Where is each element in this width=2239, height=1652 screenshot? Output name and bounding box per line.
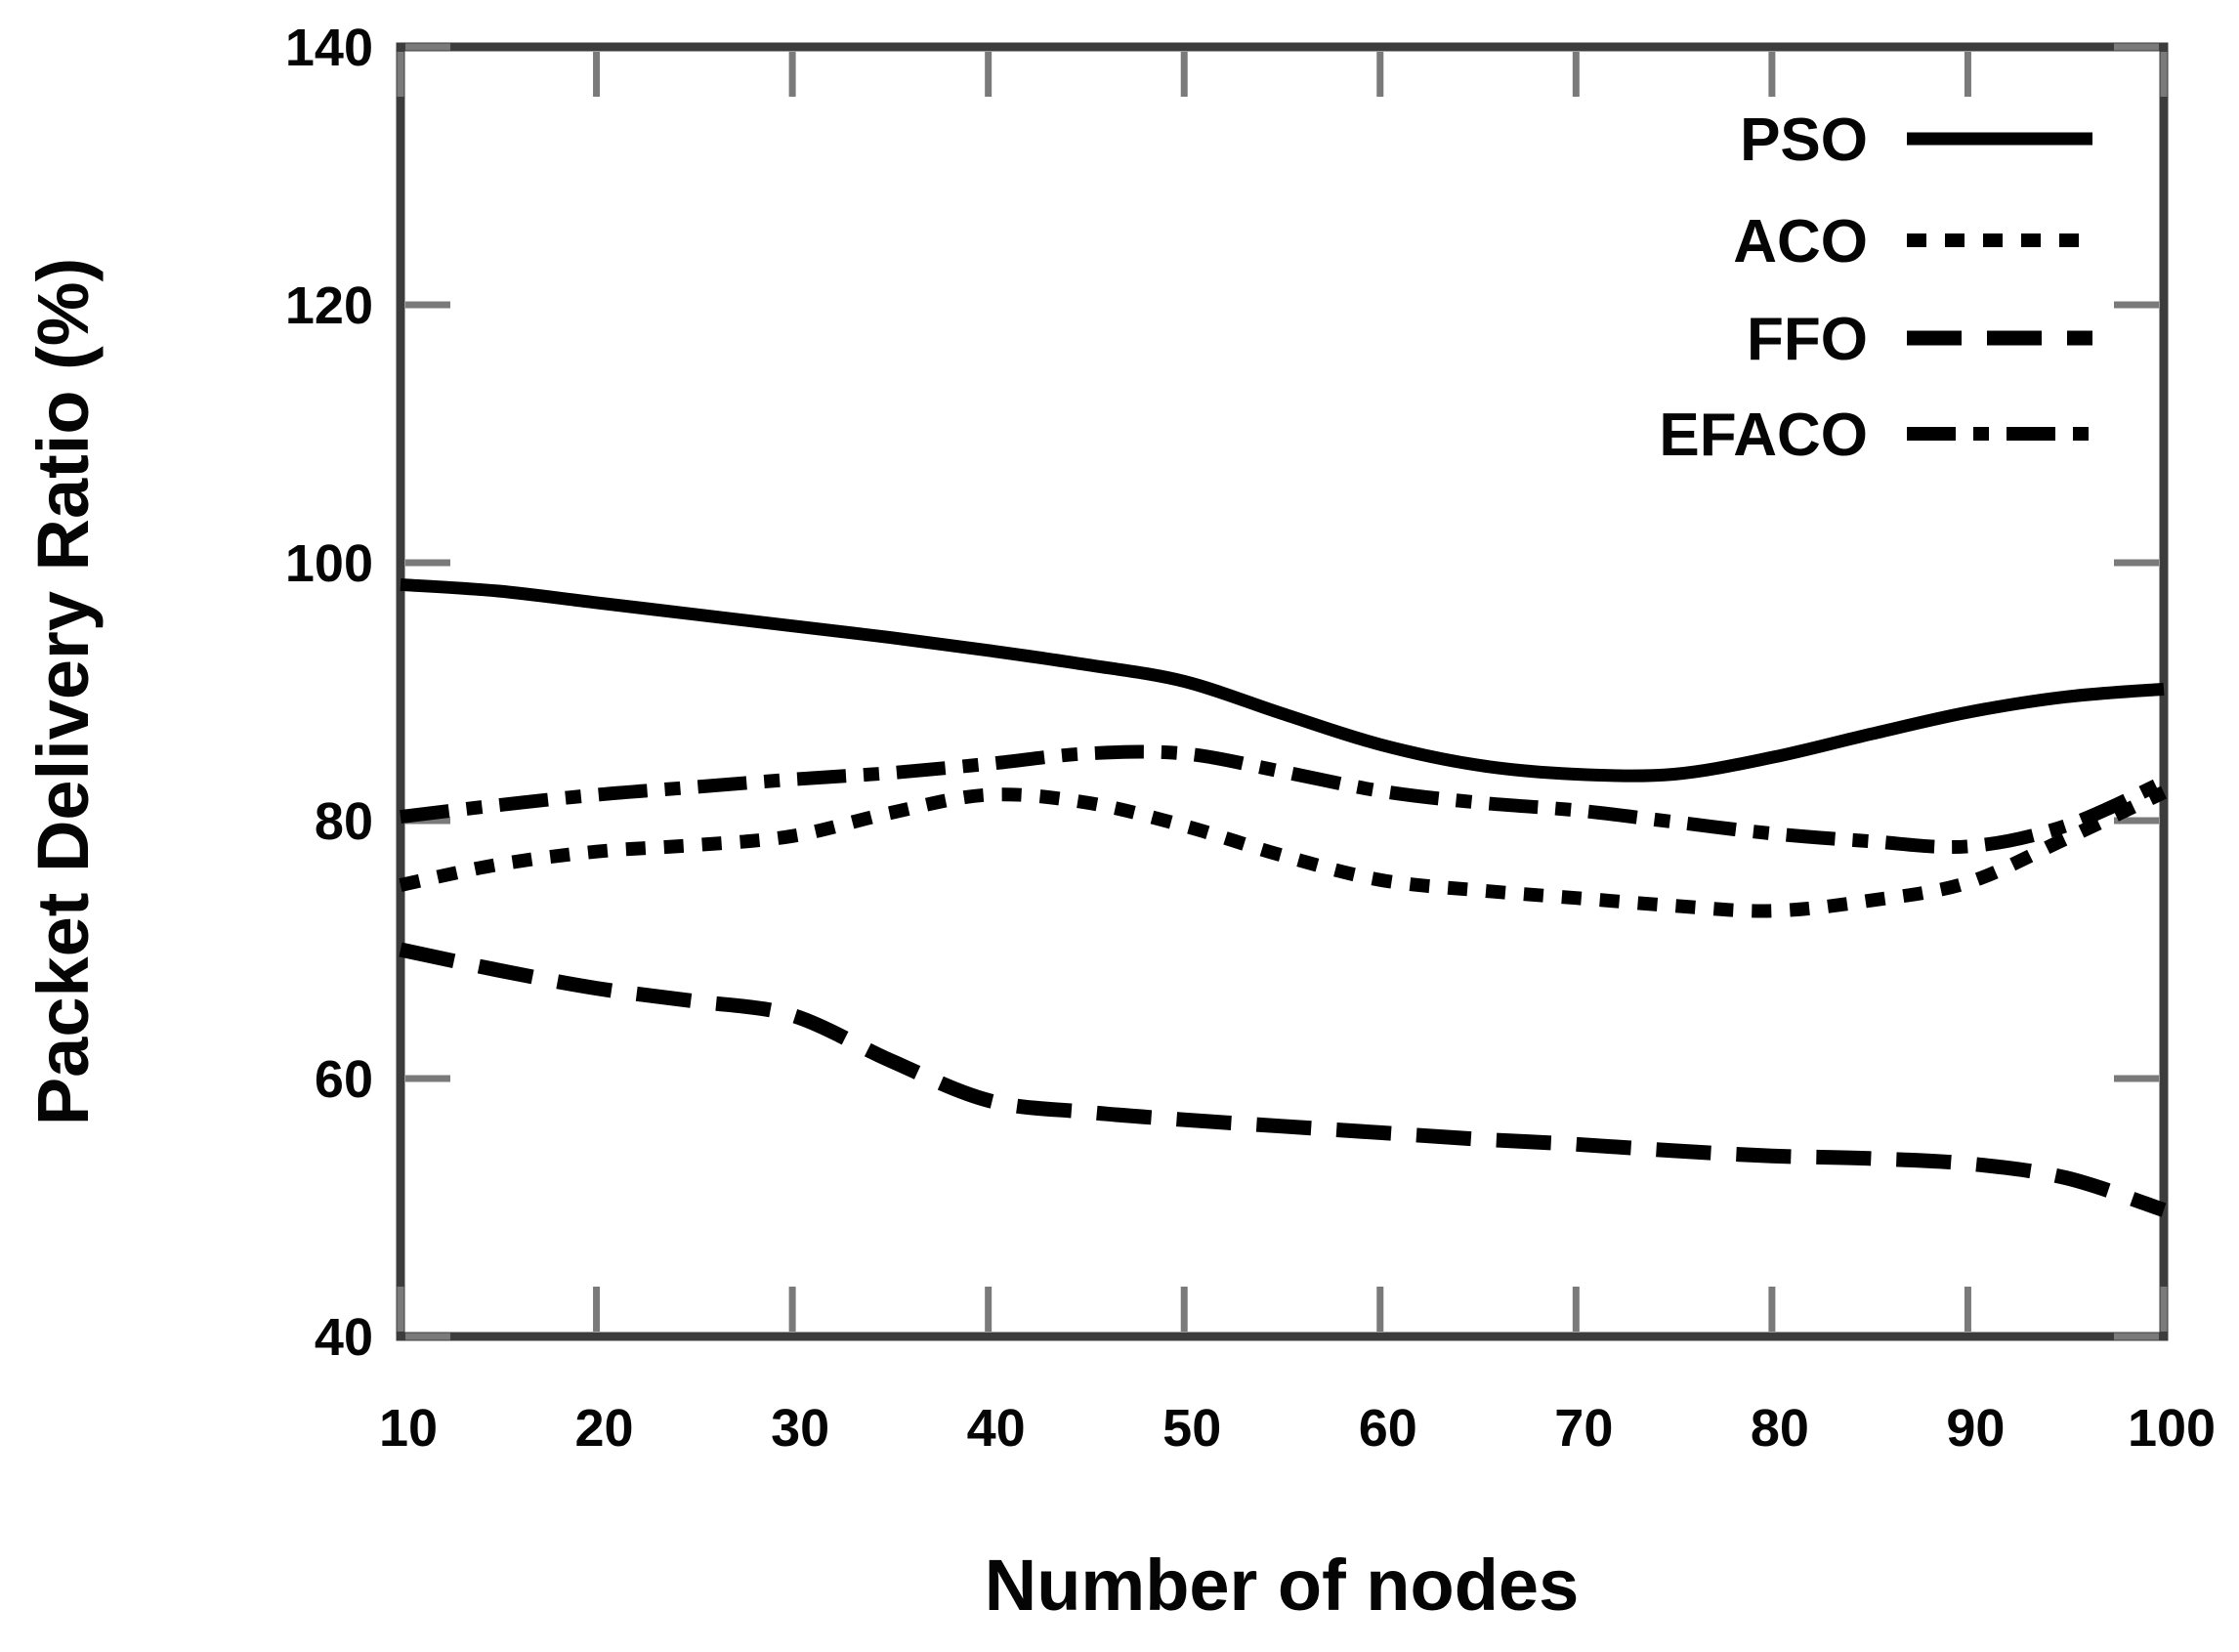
plot-frame — [396, 42, 2169, 1341]
legend-label-aco: ACO — [1733, 208, 1868, 275]
curve-pso — [400, 577, 2165, 783]
x-tick-label: 40 — [967, 1399, 1026, 1458]
curve-ffo — [399, 942, 2167, 1217]
curve-efaco — [400, 744, 2167, 855]
y-tick-label: 100 — [285, 534, 373, 593]
y-tick-label: 140 — [285, 19, 373, 77]
x-axis-title: Number of nodes — [985, 1545, 1579, 1626]
x-tick-label: 100 — [2128, 1399, 2216, 1458]
y-tick-label: 120 — [285, 276, 373, 335]
x-tick-label: 80 — [1751, 1399, 1809, 1458]
legend-label-efaco: EFACO — [1659, 402, 1868, 469]
x-tick-label: 20 — [575, 1399, 634, 1458]
y-tick-label: 80 — [315, 792, 373, 851]
x-tick-label: 30 — [771, 1399, 829, 1458]
x-tick-label: 70 — [1554, 1399, 1613, 1458]
legend-label-pso: PSO — [1740, 106, 1868, 174]
x-tick-label: 10 — [379, 1399, 438, 1458]
legend: PSO ACO FFO EFACO — [1659, 106, 2092, 469]
legend-entry-pso: PSO — [1740, 106, 2092, 174]
y-axis-title: Packet Delivery Ratio (%) — [22, 258, 104, 1125]
x-tick-label: 90 — [1946, 1399, 2005, 1458]
curve-aco — [399, 785, 2167, 918]
x-tick-label: 50 — [1162, 1399, 1221, 1458]
y-tick-label: 60 — [315, 1050, 373, 1109]
x-tick-label: 60 — [1359, 1399, 1417, 1458]
curves — [399, 577, 2167, 1217]
legend-entry-efaco: EFACO — [1659, 402, 2092, 469]
legend-label-ffo: FFO — [1747, 306, 1868, 373]
tick-labels: 40 60 80 100 120 140 10 20 30 40 50 60 70 80 90 100 — [285, 19, 2216, 1458]
legend-entry-aco: ACO — [1733, 208, 2092, 275]
y-tick-label: 40 — [315, 1308, 373, 1367]
axes — [396, 42, 2169, 1341]
legend-entry-ffo: FFO — [1747, 306, 2092, 373]
